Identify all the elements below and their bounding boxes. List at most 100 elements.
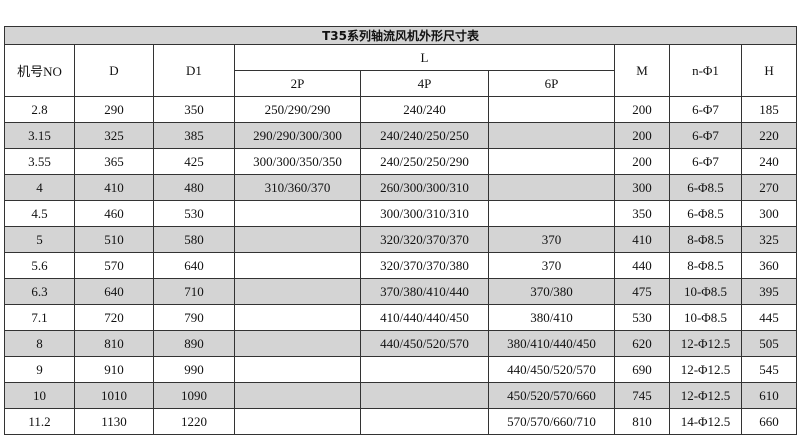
cell-m: 300: [614, 174, 670, 201]
cell-4p: 300/300/310/310: [360, 200, 489, 227]
cell-d1: 710: [153, 278, 235, 305]
cell-m: 200: [614, 96, 670, 123]
cell-2p: [234, 382, 361, 409]
cell-6p: [488, 122, 615, 149]
cell-d: 570: [74, 252, 154, 279]
cell-d: 910: [74, 356, 154, 383]
cell-h: 610: [740, 382, 798, 409]
cell-d1: 1090: [153, 382, 235, 409]
table-row: 3.15 325 385 290/290/300/300 240/240/250/250…: [4, 122, 798, 149]
cell-d1: 640: [153, 252, 235, 279]
cell-h: 270: [740, 174, 798, 201]
cell-d: 810: [74, 330, 154, 357]
cell-4p: 410/440/440/450: [360, 304, 489, 331]
cell-d1: 580: [153, 226, 235, 253]
cell-d1: 890: [153, 330, 235, 357]
cell-6p: [488, 148, 615, 175]
header-h: H: [740, 44, 798, 97]
cell-d: 720: [74, 304, 154, 331]
cell-n-phi1: 10-Φ8.5: [669, 304, 742, 331]
cell-no: 4.5: [4, 200, 75, 227]
cell-no: 2.8: [4, 96, 75, 123]
cell-no: 7.1: [4, 304, 75, 331]
cell-d1: 425: [153, 148, 235, 175]
cell-d1: 480: [153, 174, 235, 201]
cell-4p: 240/240: [360, 96, 489, 123]
cell-2p: [234, 330, 361, 357]
cell-d: 410: [74, 174, 154, 201]
cell-h: 445: [740, 304, 798, 331]
table-title: T35系列轴流风机外形尺寸表: [3, 26, 798, 45]
table-row: 3.55 365 425 300/300/350/350 240/250/250/290…: [4, 148, 798, 175]
cell-d: 640: [74, 278, 154, 305]
cell-h: 660: [740, 408, 798, 435]
cell-h: 505: [740, 330, 798, 357]
cell-h: 220: [740, 122, 798, 149]
cell-m: 530: [614, 304, 670, 331]
cell-h: 545: [740, 356, 798, 383]
cell-m: 410: [614, 226, 670, 253]
cell-d: 1130: [74, 408, 154, 435]
cell-h: 300: [740, 200, 798, 227]
dimension-table: T35系列轴流风机外形尺寸表 机号NO D D1 L M n-Φ1 H 2P 4…: [3, 26, 798, 435]
cell-no: 3.15: [4, 122, 75, 149]
cell-4p: 370/380/410/440: [360, 278, 489, 305]
table-row: 9 910 990 440/450/520/570 690 12-Φ12.5 545: [4, 356, 798, 383]
cell-6p: [488, 200, 615, 227]
cell-2p: 290/290/300/300: [234, 122, 361, 149]
cell-2p: [234, 356, 361, 383]
cell-no: 5: [4, 226, 75, 253]
table-row: 4.5 460 530 300/300/310/310 350 6-Φ8.5 300: [4, 200, 798, 227]
cell-4p: 320/320/370/370: [360, 226, 489, 253]
cell-4p: 260/300/300/310: [360, 174, 489, 201]
cell-h: 395: [740, 278, 798, 305]
cell-2p: [234, 278, 361, 305]
header-m: M: [614, 44, 670, 97]
cell-4p: 440/450/520/570: [360, 330, 489, 357]
cell-d1: 385: [153, 122, 235, 149]
cell-4p: 320/370/370/380: [360, 252, 489, 279]
cell-2p: 310/360/370: [234, 174, 361, 201]
table-row: 4 410 480 310/360/370 260/300/300/310 300 6-Φ8…: [4, 174, 798, 201]
cell-no: 5.6: [4, 252, 75, 279]
cell-no: 9: [4, 356, 75, 383]
cell-m: 810: [614, 408, 670, 435]
table-row: 7.1 720 790 410/440/440/450 380/410 530 10-Φ8.…: [4, 304, 798, 331]
cell-no: 6.3: [4, 278, 75, 305]
header-l: L: [234, 44, 615, 71]
header-6p: 6P: [488, 70, 615, 97]
cell-n-phi1: 14-Φ12.5: [669, 408, 742, 435]
cell-2p: [234, 226, 361, 253]
cell-6p: [488, 96, 615, 123]
cell-6p: 370: [488, 252, 615, 279]
cell-4p: 240/240/250/250: [360, 122, 489, 149]
cell-no: 10: [4, 382, 75, 409]
cell-d: 1010: [74, 382, 154, 409]
cell-d: 325: [74, 122, 154, 149]
cell-m: 440: [614, 252, 670, 279]
cell-6p: [488, 174, 615, 201]
header-n-phi1: n-Φ1: [669, 44, 742, 97]
cell-n-phi1: 12-Φ12.5: [669, 330, 742, 357]
cell-6p: 380/410/440/450: [488, 330, 615, 357]
cell-6p: 440/450/520/570: [488, 356, 615, 383]
header-4p: 4P: [360, 70, 489, 97]
cell-6p: 380/410: [488, 304, 615, 331]
cell-d1: 350: [153, 96, 235, 123]
cell-n-phi1: 6-Φ7: [669, 96, 742, 123]
cell-6p: 450/520/570/660: [488, 382, 615, 409]
cell-m: 690: [614, 356, 670, 383]
cell-d1: 990: [153, 356, 235, 383]
table-row: 5.6 570 640 320/370/370/380 370 440 8-Φ8.5 360: [4, 252, 798, 279]
cell-n-phi1: 12-Φ12.5: [669, 382, 742, 409]
cell-h: 185: [740, 96, 798, 123]
table-row: 2.8 290 350 250/290/290 240/240 200 6-Φ7 185: [4, 96, 798, 123]
cell-d1: 1220: [153, 408, 235, 435]
cell-h: 240: [740, 148, 798, 175]
cell-2p: [234, 408, 361, 435]
cell-2p: [234, 200, 361, 227]
cell-2p: [234, 252, 361, 279]
cell-no: 8: [4, 330, 75, 357]
cell-4p: [360, 382, 489, 409]
cell-6p: 370: [488, 226, 615, 253]
